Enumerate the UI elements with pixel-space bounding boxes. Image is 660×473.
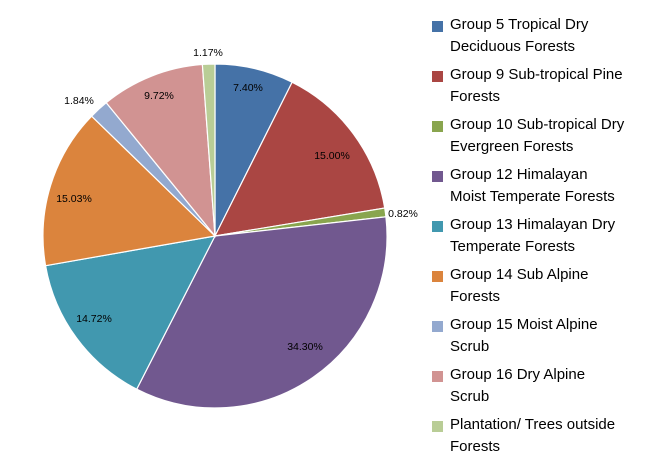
legend-label: Plantation/ Trees outside Forests: [450, 416, 616, 455]
legend-label: Group 9 Sub-tropical Pine Forests: [450, 66, 623, 105]
pie-slice: [201, 63, 216, 237]
legend-swatch: [432, 221, 443, 232]
legend-item: Group 14 Sub Alpine Forests: [432, 264, 658, 314]
slice-data-label: 1.17%: [193, 47, 223, 59]
pie-slice: [105, 63, 216, 238]
slice-data-label: 15.03%: [56, 193, 92, 205]
slice-data-label: 14.72%: [76, 313, 112, 325]
legend-item: Group 15 Moist Alpine Scrub: [432, 314, 658, 364]
legend-swatch: [432, 371, 443, 382]
legend-item: Group 13 Himalayan Dry Temperate Forests: [432, 214, 658, 264]
pie-plot-area: 7.40% 15.00% 0.82% 34.30% 14.72% 15.03% 1.84% 9…: [42, 47, 418, 409]
legend-label: Group 13 Himalayan Dry Temperate Forests: [450, 216, 616, 255]
legend-swatch: [432, 271, 443, 282]
pie-slice: [135, 216, 388, 409]
legend-label: Group 14 Sub Alpine Forests: [450, 266, 589, 305]
slice-data-label: 1.84%: [64, 95, 94, 107]
slice-data-label: 7.40%: [233, 82, 263, 94]
legend-label: Group 16 Dry Alpine Scrub: [450, 366, 586, 405]
legend-swatch: [432, 121, 443, 132]
legend-label: Group 5 Tropical Dry Deciduous Forests: [450, 16, 589, 55]
legend-swatch: [432, 421, 443, 432]
slice-data-label: 34.30%: [287, 341, 323, 353]
legend-item: Plantation/ Trees outside Forests: [432, 414, 658, 464]
legend-label: Group 12 Himalayan Moist Temperate Fores…: [450, 166, 615, 205]
slice-data-label: 0.82%: [388, 208, 418, 220]
legend-item: Group 10 Sub-tropical Dry Evergreen Fore…: [432, 114, 658, 164]
legend-item: Group 16 Dry Alpine Scrub: [432, 364, 658, 414]
slice-data-label: 9.72%: [144, 90, 174, 102]
legend-label: Group 15 Moist Alpine Scrub: [450, 316, 598, 355]
legend-label: Group 10 Sub-tropical Dry Evergreen Fore…: [450, 116, 625, 155]
legend-swatch: [432, 21, 443, 32]
pie-slice: [213, 81, 386, 237]
legend-item: Group 9 Sub-tropical Pine Forests: [432, 64, 658, 114]
legend: Group 5 Tropical Dry Deciduous Forests Gr…: [432, 14, 658, 464]
pie-slice: [42, 115, 217, 267]
legend-swatch: [432, 71, 443, 82]
legend-swatch: [432, 321, 443, 332]
legend-swatch: [432, 171, 443, 182]
slice-data-label: 15.00%: [314, 150, 350, 162]
legend-item: Group 5 Tropical Dry Deciduous Forests: [432, 14, 658, 64]
pie-slice: [44, 235, 217, 390]
legend-item: Group 12 Himalayan Moist Temperate Fores…: [432, 164, 658, 214]
